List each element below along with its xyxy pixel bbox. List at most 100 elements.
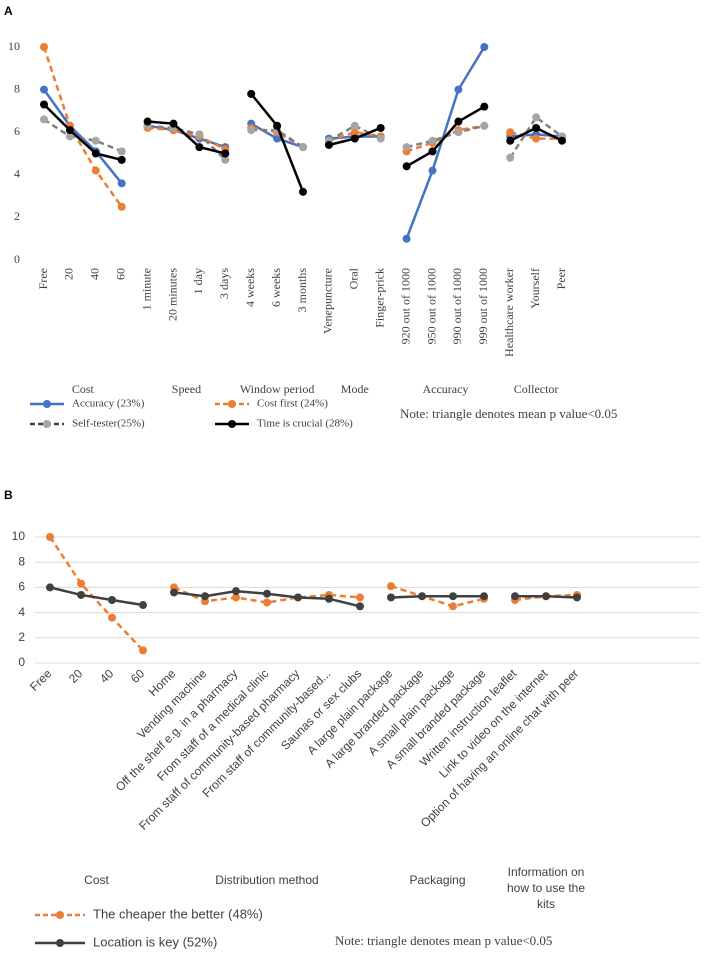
group-label: Cost (72, 382, 95, 396)
data-point (387, 593, 395, 602)
data-point (40, 43, 48, 51)
data-point (91, 136, 100, 145)
group-label: Accuracy (422, 382, 468, 396)
data-point (40, 85, 48, 94)
x-tick-label: 20 minutes (165, 268, 179, 321)
data-point (170, 588, 178, 597)
data-point (402, 162, 411, 171)
data-point (428, 147, 437, 156)
y-tick-label: 2 (18, 630, 25, 644)
series-line (43, 103, 122, 162)
data-point (350, 121, 359, 130)
data-point (480, 592, 488, 601)
data-point (325, 594, 333, 603)
legend-label: Time is crucial (28%) (257, 418, 353, 430)
x-tick-label: Healthcare worker (502, 268, 516, 357)
x-tick-label: 20 (66, 666, 86, 686)
data-point (454, 85, 463, 94)
data-point (108, 596, 116, 604)
x-tick-label: 920 out of 1000 (398, 268, 412, 344)
data-point (532, 123, 541, 132)
legend-marker (43, 420, 51, 428)
data-point (402, 234, 411, 243)
series-line (390, 594, 484, 599)
data-point (169, 119, 178, 128)
x-tick-label: 950 out of 1000 (424, 268, 438, 344)
series-line (42, 46, 123, 208)
x-tick-label: 60 (128, 666, 148, 686)
legend-marker (43, 400, 51, 408)
data-point (91, 166, 100, 175)
series-line (43, 118, 123, 153)
note: Note: triangle denotes mean p value<0.05 (400, 406, 617, 421)
series-line (147, 124, 227, 161)
legend-marker (228, 420, 236, 428)
y-tick-label: 10 (12, 529, 26, 543)
group-label: Information on how to use the kits (507, 865, 585, 911)
note: Note: triangle denotes mean p value<0.05 (335, 933, 552, 948)
y-tick-label: 0 (14, 252, 20, 266)
y-tick-label: 4 (18, 605, 25, 619)
y-tick-label: 10 (8, 39, 20, 53)
group-label: Mode (341, 382, 369, 396)
data-point (511, 592, 519, 601)
group-label: Collector (514, 382, 559, 396)
data-point (480, 43, 489, 51)
x-tick-label: 40 (97, 666, 117, 686)
x-tick-label: 990 out of 1000 (450, 268, 464, 344)
data-point (454, 117, 463, 126)
data-point (117, 179, 126, 188)
data-point (558, 136, 566, 145)
data-point (273, 121, 282, 130)
data-point (91, 149, 100, 158)
series-line (328, 130, 381, 142)
group-label: Speed (172, 382, 201, 396)
panel-label: A (4, 4, 13, 18)
data-point (449, 602, 457, 611)
data-point (221, 155, 230, 164)
data-point (40, 115, 48, 124)
series-line (509, 130, 562, 140)
data-point (139, 601, 147, 610)
data-point (263, 598, 271, 607)
data-point (232, 587, 240, 596)
panel-label: B (4, 488, 13, 502)
data-point (324, 140, 333, 149)
legend-label: The cheaper the better (48%) (93, 906, 263, 921)
y-tick-label: 6 (18, 580, 25, 594)
data-point (247, 126, 256, 135)
x-tick-label: Free (36, 268, 50, 289)
x-tick-label: 60 (113, 268, 127, 280)
data-point (428, 136, 437, 145)
series-line (405, 105, 485, 168)
group-label: Packaging (409, 873, 465, 887)
x-tick-label: 3 months (295, 268, 309, 313)
data-point (376, 134, 385, 143)
legend-label: Cost first (24%) (257, 398, 328, 410)
data-point (542, 592, 550, 601)
chart-panel: A 0 2 4 6 8 10 Cost Free 20 40 60 Speed 1 minute 20 mi… (4, 4, 700, 430)
x-tick-label: Yourself (528, 268, 542, 309)
data-point (480, 102, 489, 111)
data-point (46, 533, 54, 541)
series-line (147, 120, 226, 155)
data-point (299, 143, 307, 152)
series-line (250, 93, 305, 193)
series-line (42, 88, 123, 185)
series-line (405, 46, 486, 240)
data-point (77, 579, 85, 588)
data-point (402, 143, 411, 152)
group-label: Window period (240, 382, 315, 396)
data-point (356, 593, 364, 602)
x-tick-label: 1 minute (139, 268, 153, 310)
x-tick-label: 1 day (191, 268, 205, 294)
data-point (139, 646, 147, 655)
y-tick-label: 4 (14, 167, 20, 181)
data-point (247, 89, 256, 98)
group-label: Distribution method (215, 873, 318, 887)
series-line (390, 584, 485, 608)
x-tick-label: Venepuncture (321, 268, 335, 334)
series-line (147, 126, 226, 151)
